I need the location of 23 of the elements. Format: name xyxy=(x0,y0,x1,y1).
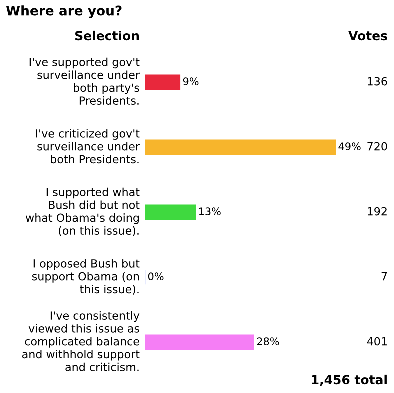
text: Selection xyxy=(75,30,140,41)
y-tick-label: I've criticized gov't surveillance under both Presidents. xyxy=(36,129,140,164)
data-label: 9% xyxy=(183,78,199,86)
y-tick-label: I supported what Bush did but not what Obama's doing (on this issue). xyxy=(26,188,140,236)
data-label: 28% xyxy=(257,338,280,346)
text: 401 xyxy=(367,337,387,346)
text: Votes xyxy=(348,31,388,41)
text: 136 xyxy=(368,77,388,86)
y-tick-label: I've supported gov't surveillance under both party's Presidents. xyxy=(30,58,140,106)
bar xyxy=(145,334,254,350)
data-label: 13% xyxy=(199,208,221,216)
bar xyxy=(145,140,336,156)
text: 192 xyxy=(368,207,387,216)
text: 1,456 total xyxy=(312,374,387,386)
data-label: 49% xyxy=(338,142,361,151)
text: 7 xyxy=(382,272,388,281)
chart-title: Where are you? xyxy=(6,6,122,18)
text: 720 xyxy=(368,142,388,151)
y-tick-label: I opposed Bush but support Obama (on this issue). xyxy=(32,259,140,295)
bar xyxy=(145,74,181,90)
data-label: 0% xyxy=(148,272,164,281)
bar xyxy=(145,204,196,220)
y-tick-label: I've consistently viewed this issue as complicated balance and withhold support and criticism. xyxy=(22,311,140,372)
